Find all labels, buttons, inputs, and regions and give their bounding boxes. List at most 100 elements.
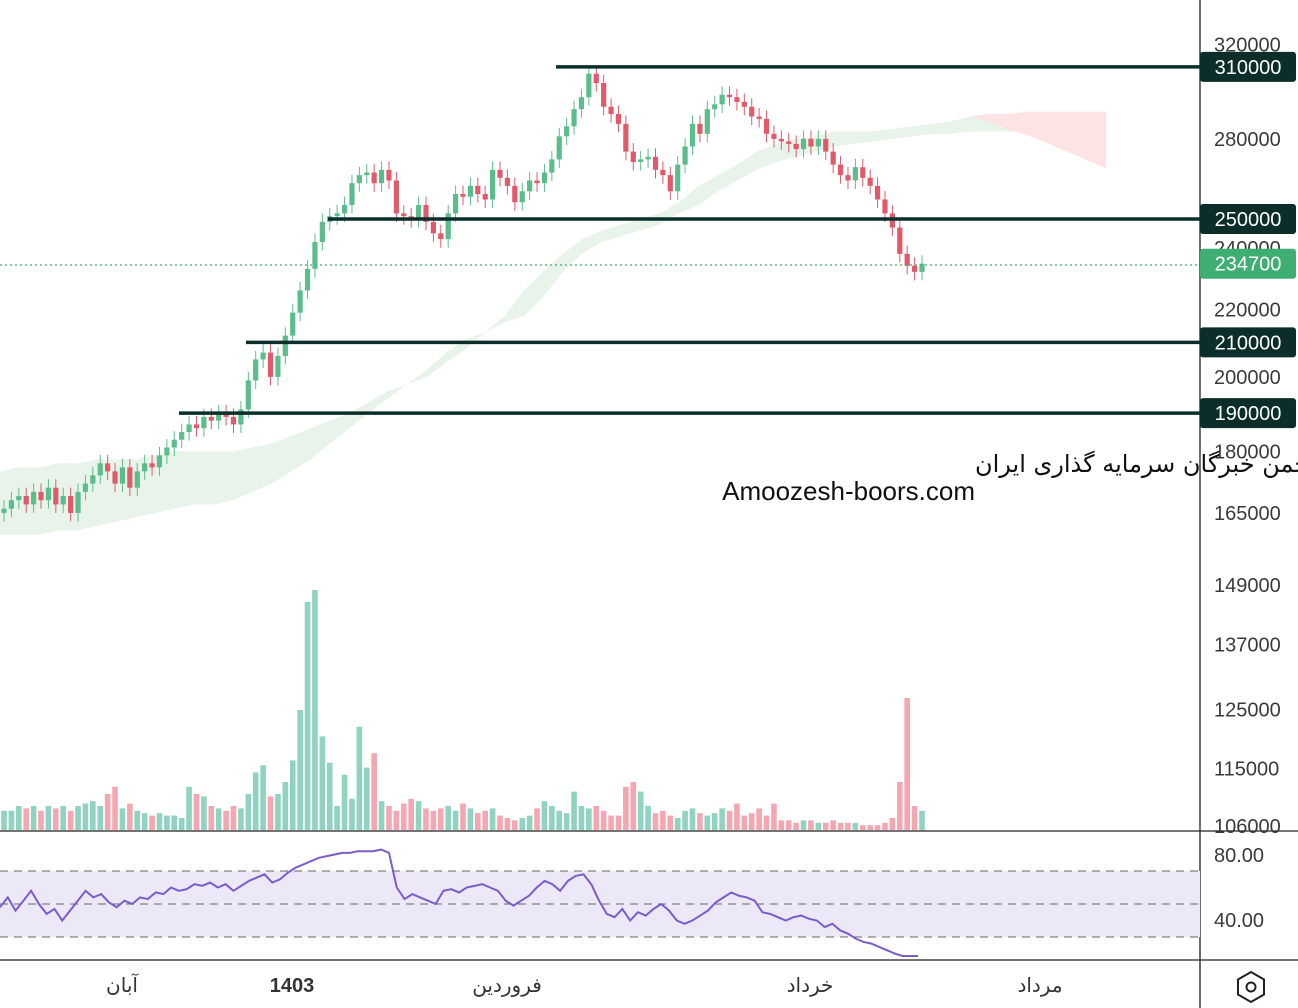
volume-bar [90,801,96,830]
candle-body [445,213,451,240]
candle-body [349,183,355,206]
candle-body [549,159,555,173]
volume-bar [297,710,303,830]
volume-bar [282,782,289,830]
volume-bar [608,815,614,830]
candle-body [786,141,792,144]
candle-body [512,185,518,203]
candle-body [460,194,466,197]
candle-body [216,413,222,421]
price-tick: 125000 [1214,699,1281,721]
candle-body [8,500,15,509]
candle-body [97,463,103,476]
candle-body [712,104,718,110]
volume-bar [845,822,851,830]
candle-body [171,439,177,448]
volume-bar [630,782,637,830]
volume-bar [756,808,762,830]
candle-body [423,205,429,222]
candle-body [564,126,570,137]
volume-bar [504,818,511,830]
candle-body [31,491,37,505]
candle-body [75,491,81,513]
candle-body [319,221,325,243]
volume-bar [830,820,836,830]
volume-bar [104,794,111,830]
volume-bar [371,753,377,830]
candle-body [726,94,733,98]
volume-bar [896,782,903,830]
candle-body [112,471,118,484]
candle-body [275,355,281,377]
cloud-green [0,111,1106,535]
candle-body [193,424,200,429]
volume-bar [67,810,74,830]
candle-body [312,242,318,269]
candle-body [341,205,348,214]
candle-body [208,416,214,421]
volume-bar [267,796,274,830]
volume-bar [38,810,44,830]
candle-body [771,133,777,139]
volume-bar [563,813,570,830]
candle-body [452,194,459,214]
candle-body [38,491,44,501]
volume-bar [734,803,740,830]
candle-body [260,352,266,360]
volume-bar [674,818,681,830]
candle-body [334,213,340,217]
volume-bar [408,798,414,830]
volume-bar [911,806,918,830]
level-badge-text: 310000 [1215,57,1282,79]
candle-body [179,432,185,440]
candle-body [142,463,148,472]
volume-bar [386,806,392,830]
volume-bar [356,726,363,830]
volume-bar [437,808,444,830]
level-badge-text: 210000 [1215,332,1282,354]
candle-body [652,156,659,170]
candle-body [571,109,577,127]
volume-bar [1,810,7,830]
volume-bar [593,806,600,830]
volume-bar [882,822,888,830]
volume-bar [615,815,622,830]
candle-body [504,177,511,186]
ichimoku-cloud [0,111,1106,535]
candle-body [623,123,629,152]
candle-body [578,97,585,110]
volume-bar [82,803,89,830]
candle-body [697,123,703,134]
volume-bar [312,590,318,830]
volume-bar [748,813,755,830]
volume-bar [23,808,30,830]
volume-bar [45,806,52,830]
volume-bar [260,765,266,830]
volume-bar [415,801,422,830]
volume-bar [541,801,548,830]
candle-body [874,185,881,200]
volume-bar [771,803,777,830]
volume-bar [378,801,385,830]
volume-bar [645,806,651,830]
candle-body [364,172,370,176]
candle-body [527,180,533,192]
volume-bar [637,791,644,830]
volume-bar [141,813,148,830]
hexagon-logo-icon[interactable] [1237,970,1265,1004]
volume-bar [763,815,770,830]
candle-body [586,73,592,98]
candle-body [763,118,770,134]
volume-bar [489,808,496,830]
candle-body [593,73,599,84]
candle-body [201,416,207,429]
last-price-text: 234700 [1215,254,1282,276]
volume-bar [623,786,629,830]
candle-body [808,138,814,147]
volume-bar [549,806,555,830]
candle-body [682,146,688,165]
volume-bar [704,815,711,830]
candle-body [467,185,474,197]
volume-bar [164,815,170,830]
